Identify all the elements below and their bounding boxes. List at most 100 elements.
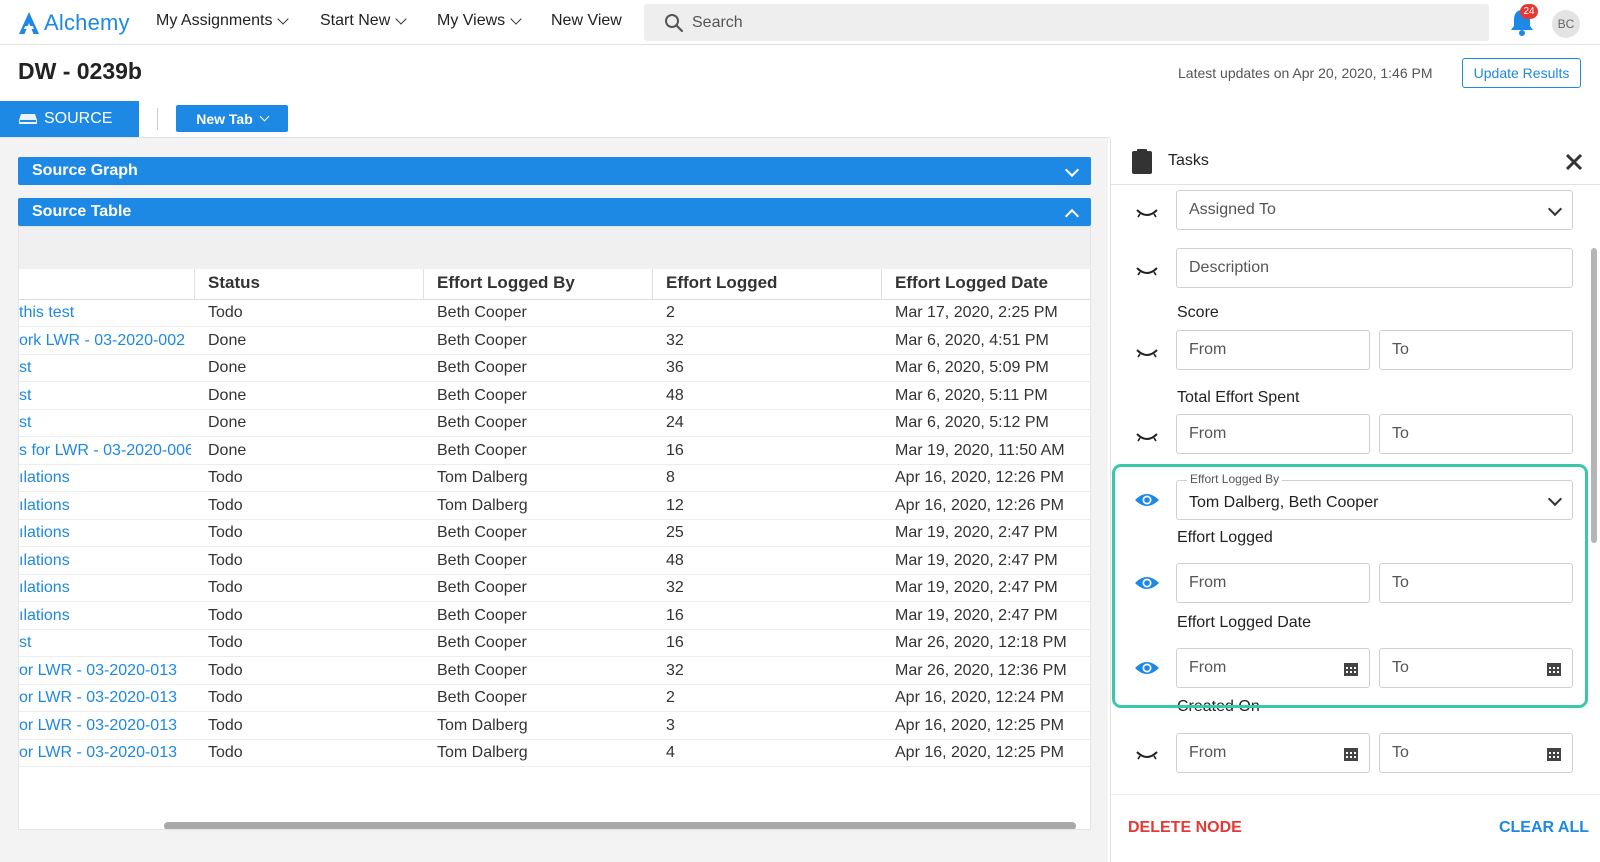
nav-start-new[interactable]: Start New [320,12,407,30]
table-row[interactable]: ılations Todo Beth Cooper 48 Mar 19, 2020, 2… [19,548,1090,575]
row-name-link[interactable]: this test [19,304,75,321]
row-name-link[interactable]: or LWR - 03-2020-013 [19,744,177,761]
row-name-link[interactable]: ılations [19,551,70,569]
created-on-to-field[interactable]: To [1379,733,1573,773]
row-name-link[interactable]: s for LWR - 03-2020-006.. [19,441,191,459]
update-results-button[interactable]: Update Results [1462,58,1581,88]
table-row[interactable]: st Done Beth Cooper 36 Mar 6, 2020, 5:09 PM [19,355,1090,382]
nav-new-view[interactable]: New View [551,12,622,30]
eye-closed-icon[interactable] [1135,264,1159,278]
table-cell-effort: 48 [666,386,684,404]
eye-icon[interactable] [1134,574,1160,592]
tab-source[interactable]: SOURCE [0,101,139,137]
eye-closed-icon[interactable] [1135,430,1159,444]
eye-icon[interactable] [1134,659,1160,677]
calendar-icon[interactable] [1343,661,1359,677]
table-cell-date: Mar 19, 2020, 2:47 PM [895,524,1058,541]
horizontal-scrollbar[interactable] [164,822,1076,829]
clear-all-button[interactable]: CLEAR ALL [1498,819,1589,836]
table-toolbar [19,227,1090,269]
eye-icon[interactable] [1134,491,1160,509]
row-name-link[interactable]: st [19,414,32,431]
table-row[interactable]: st Done Beth Cooper 24 Mar 6, 2020, 5:12 PM [19,410,1090,437]
column-header-effort-logged-by[interactable]: Effort Logged By [437,273,575,292]
row-name-link[interactable]: or LWR - 03-2020-013 [19,661,177,679]
table-cell-date: Mar 19, 2020, 11:50 AM [895,441,1065,459]
close-icon[interactable] [1564,152,1584,172]
column-header-effort-logged[interactable]: Effort Logged [666,273,778,292]
score-from-field[interactable]: From [1176,330,1370,370]
total-effort-to-field[interactable]: To [1379,414,1573,454]
table-row[interactable]: ılations Todo Tom Dalberg 12 Apr 16, 2020, 1… [19,493,1090,520]
alchemy-logo-icon [19,12,39,34]
table-row[interactable]: ılations Todo Beth Cooper 25 Mar 19, 2020, 2… [19,520,1090,547]
table-row[interactable]: this test Todo Beth Cooper 2 Mar 17, 2020, 2… [19,300,1090,327]
source-table-header[interactable]: Source Table [18,198,1091,226]
vertical-scrollbar[interactable] [1591,248,1597,543]
alchemy-logo[interactable]: Alchemy [18,8,130,38]
row-name-link[interactable]: ılations [19,579,70,596]
calendar-icon[interactable] [1546,746,1562,762]
table-cell-status: Todo [208,469,243,486]
row-name-link[interactable]: ılations [19,524,70,541]
nav-my-assignments-label: My Assignments [156,12,273,29]
table-row[interactable]: s for LWR - 03-2020-006.. Done Beth Cooper… [19,438,1090,465]
row-name-link[interactable]: st [19,359,32,376]
effort-logged-date-to-field[interactable]: To [1379,648,1573,688]
table-row[interactable]: or LWR - 03-2020-013 Todo Beth Cooper 2 Apr … [19,685,1090,712]
table-cell-effort: 2 [666,689,675,706]
table-cell-date: Apr 16, 2020, 12:26 PM [895,469,1064,486]
table-cell-by: Tom Dalberg [437,744,528,761]
search-icon [665,13,684,32]
calendar-icon[interactable] [1343,746,1359,762]
description-field[interactable]: Description [1176,248,1573,288]
delete-node-button[interactable]: DELETE NODE [1128,819,1242,836]
new-tab-button[interactable]: New Tab [176,105,288,132]
table-cell-status: Done [208,359,247,376]
table-row[interactable]: ılations Todo Beth Cooper 32 Mar 19, 2020, 2… [19,575,1090,602]
column-header-status[interactable]: Status [208,273,260,292]
row-name-link[interactable]: or LWR - 03-2020-013 [19,689,177,706]
table-row[interactable]: ılations Todo Beth Cooper 16 Mar 19, 2020, 2… [19,603,1090,630]
column-header-effort-logged-date[interactable]: Effort Logged Date [895,273,1048,292]
row-name-link[interactable]: st [19,386,32,404]
table-row[interactable]: or LWR - 03-2020-013 Todo Tom Dalberg 3 Apr … [19,713,1090,740]
nav-my-views[interactable]: My Views [437,12,522,30]
search-input[interactable] [692,13,1472,32]
effort-logged-from-field[interactable]: From [1176,563,1370,603]
search-bar [644,4,1489,41]
eye-closed-icon[interactable] [1135,206,1159,220]
table-row[interactable]: ork LWR - 03-2020-002 Done Beth Cooper 32 Ma… [19,328,1090,355]
table-row[interactable]: st Todo Beth Cooper 16 Mar 26, 2020, 12:18 P… [19,630,1090,657]
avatar[interactable]: BC [1552,10,1580,38]
table-row[interactable]: or LWR - 03-2020-013 Todo Beth Cooper 32 Mar… [19,658,1090,685]
effort-logged-date-from-field[interactable]: From [1176,648,1370,688]
calendar-icon[interactable] [1546,661,1562,677]
created-on-from-field[interactable]: From [1176,733,1370,773]
top-navbar: Alchemy My Assignments Start New My View… [0,0,1600,45]
table-cell-by: Beth Cooper [437,359,527,376]
score-to-field[interactable]: To [1379,330,1573,370]
effort-logged-by-select[interactable]: Effort Logged By Tom Dalberg, Beth Coope… [1176,472,1573,520]
row-name-link[interactable]: or LWR - 03-2020-013 [19,716,177,734]
eye-closed-icon[interactable] [1135,346,1159,360]
table-row[interactable]: st Done Beth Cooper 48 Mar 6, 2020, 5:11 PM [19,383,1090,410]
nav-my-assignments[interactable]: My Assignments [156,12,290,30]
total-effort-from-field[interactable]: From [1176,414,1370,454]
row-name-link[interactable]: ork LWR - 03-2020-002 [19,331,185,349]
source-graph-header[interactable]: Source Graph [18,157,1091,185]
source-graph-title: Source Graph [32,162,138,179]
row-name-link[interactable]: ılations [19,469,70,486]
table-cell-effort: 32 [666,331,684,349]
table-cell-date: Mar 6, 2020, 4:51 PM [895,331,1049,349]
table-cell-effort: 8 [666,469,675,486]
assigned-to-select[interactable]: Assigned To [1176,190,1573,230]
eye-closed-icon[interactable] [1135,748,1159,762]
row-name-link[interactable]: ılations [19,496,70,514]
table-row[interactable]: ılations Todo Tom Dalberg 8 Apr 16, 2020, 12… [19,465,1090,492]
table-row[interactable]: or LWR - 03-2020-013 Todo Tom Dalberg 4 Apr … [19,740,1090,767]
nav-my-views-label: My Views [437,12,506,29]
row-name-link[interactable]: ılations [19,606,70,624]
row-name-link[interactable]: st [19,634,32,651]
effort-logged-to-field[interactable]: To [1379,563,1573,603]
